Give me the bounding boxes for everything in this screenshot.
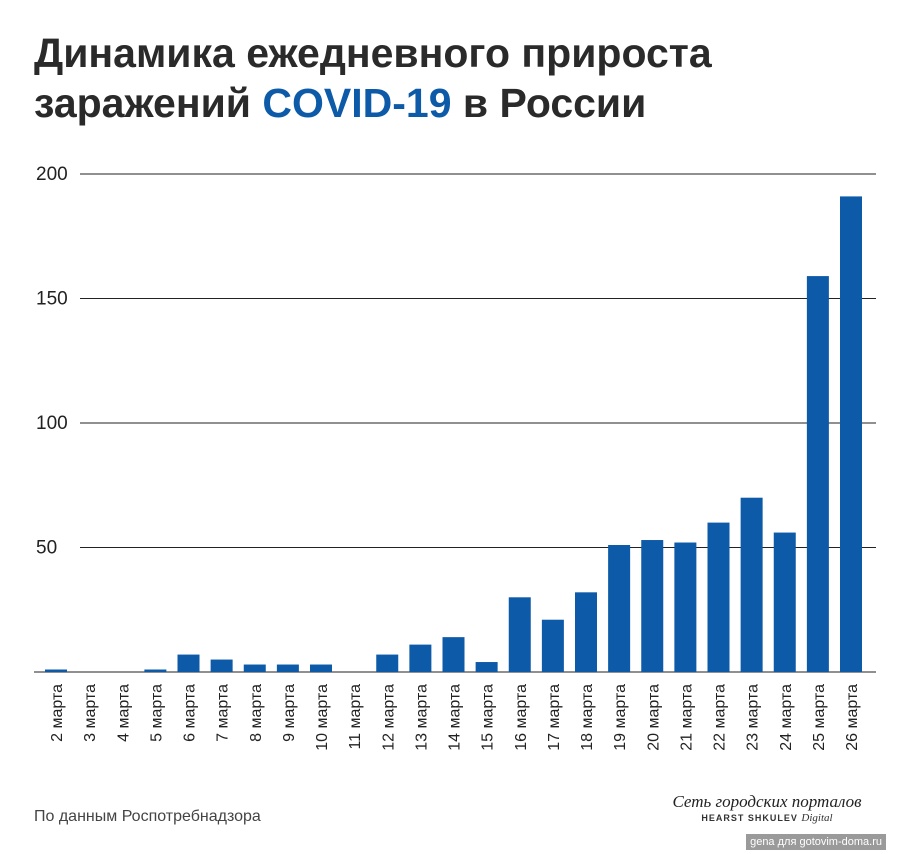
y-tick-label: 50 [36, 538, 57, 559]
bar-5 [177, 654, 200, 672]
logo-brand: HEARST SHKULEV [701, 813, 798, 823]
bar-6 [210, 659, 233, 672]
x-tick-label: 7 марта [215, 684, 232, 742]
x-tick-label: 15 марта [480, 684, 497, 751]
x-tick-label: 21 марта [678, 684, 695, 751]
title-line-2-end: в России [451, 80, 647, 126]
x-tick-label: 4 марта [115, 684, 132, 742]
bar-8 [276, 664, 299, 672]
x-tick-label: 3 марта [82, 684, 99, 742]
bar-15 [508, 597, 531, 672]
logo-sub-text: HEARST SHKULEV Digital [672, 812, 862, 824]
bars [45, 196, 862, 672]
x-tick-label: 16 марта [513, 684, 530, 751]
x-tick-label: 12 марта [380, 684, 397, 751]
x-axis-labels: 2 марта 3 марта 4 марта 5 марта 6 марта 7 мар… [49, 684, 861, 751]
x-tick-label: 20 марта [645, 684, 662, 751]
bar-17 [575, 592, 597, 672]
title-accent-covid: COVID-19 [262, 80, 452, 126]
bar-22 [740, 497, 763, 672]
x-tick-label: 17 марта [546, 684, 563, 751]
x-tick-label: 24 марта [778, 684, 795, 751]
bar-12 [409, 644, 432, 672]
chart-title: Динамика ежедневного прироста заражений … [34, 28, 874, 128]
y-tick-label: 200 [36, 164, 68, 185]
logo-main-text: Сеть городских порталов [672, 792, 862, 811]
bar-4 [144, 669, 167, 672]
x-tick-label: 23 марта [745, 684, 762, 751]
bar-24 [806, 276, 829, 672]
x-tick-label: 19 марта [612, 684, 629, 751]
x-tick-label: 26 марта [844, 684, 861, 751]
x-tick-label: 11 марта [347, 684, 364, 750]
x-tick-label: 25 марта [811, 684, 828, 751]
logo-digital: Digital [801, 812, 833, 824]
x-tick-label: 9 марта [281, 684, 298, 742]
title-line-2-start: заражений [34, 80, 263, 126]
bar-23 [773, 532, 796, 672]
x-tick-label: 5 марта [148, 684, 165, 742]
x-tick-label: 22 марта [712, 684, 729, 751]
bar-14 [475, 662, 498, 672]
x-tick-label: 14 марта [447, 684, 464, 751]
bar-chart: 50 100 150 200 2 марта 3 марта 4 марта 5 марта… [34, 164, 876, 751]
bar-11 [376, 654, 399, 672]
bar-18 [608, 545, 631, 672]
bar-9 [310, 664, 332, 672]
bar-7 [243, 664, 266, 672]
title-line-1: Динамика ежедневного прироста [34, 30, 712, 76]
x-tick-label: 10 марта [314, 684, 331, 751]
bar-1 [45, 669, 67, 672]
bar-21 [707, 522, 730, 672]
bar-19 [641, 540, 664, 672]
y-tick-label: 150 [36, 289, 68, 310]
source-note: По данным Роспотребнадзора [34, 808, 261, 825]
bar-13 [442, 637, 465, 672]
x-tick-label: 2 марта [49, 684, 66, 742]
y-tick-label: 100 [36, 413, 68, 434]
bar-25 [840, 196, 862, 672]
x-tick-label: 8 марта [248, 684, 265, 742]
x-tick-label: 13 марта [413, 684, 430, 751]
publisher-logo: Сеть городских порталов HEARST SHKULEV D… [672, 792, 862, 824]
x-tick-label: 6 марта [182, 684, 199, 742]
watermark: gena для gotovim-doma.ru [746, 834, 886, 850]
bar-16 [541, 619, 564, 672]
x-tick-label: 18 марта [579, 684, 596, 751]
y-axis-ticks: 50 100 150 200 [36, 164, 68, 559]
bar-20 [674, 542, 697, 672]
